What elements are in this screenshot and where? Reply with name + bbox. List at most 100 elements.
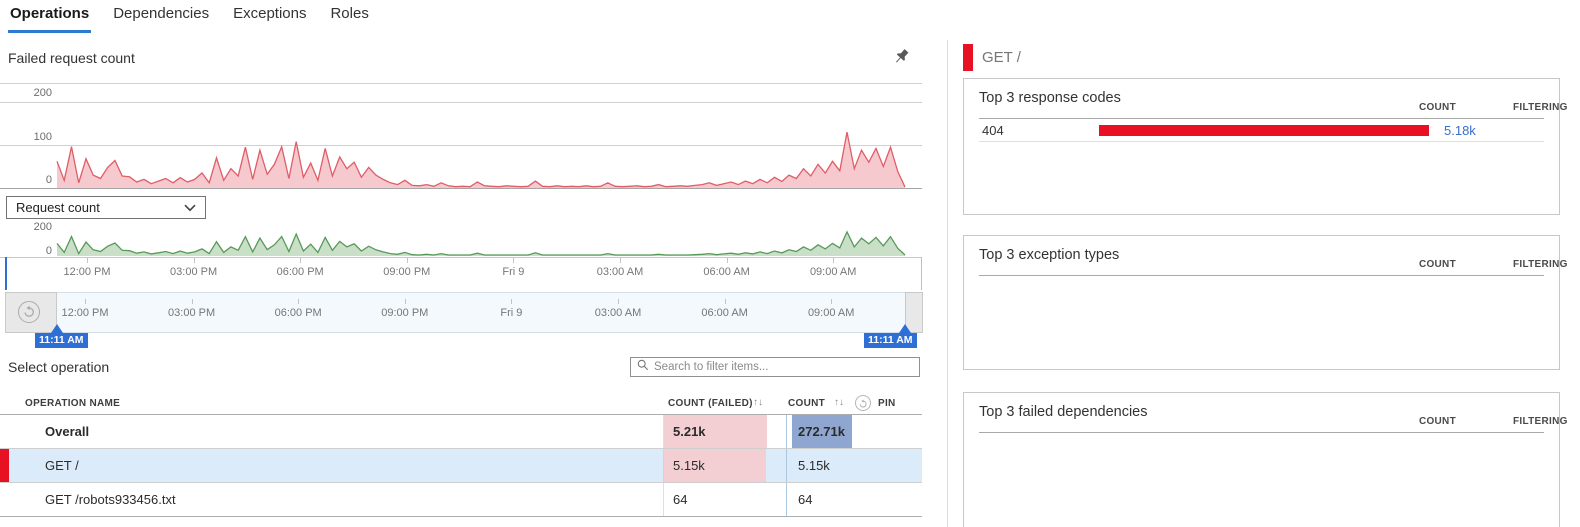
top-failed-dependencies-card: Top 3 failed dependencies COUNT FILTERING (963, 392, 1567, 527)
failed-count-value: 64 (673, 492, 688, 507)
y-axis-label: 0 (45, 174, 52, 186)
y-axis-label: 100 (33, 131, 52, 143)
operation-name: Overall (45, 424, 90, 439)
slider-right-handle[interactable] (905, 292, 923, 333)
x-tick-mark (406, 258, 408, 263)
x-tick-mark (85, 299, 86, 304)
reset-sort-icon[interactable] (855, 395, 871, 411)
count-cell: 5.15k (786, 449, 922, 482)
sort-icon[interactable]: ↑↓ (753, 397, 763, 408)
y-axis-label: 200 (33, 221, 52, 233)
card-row-bar (1099, 125, 1429, 136)
operation-name: GET / (45, 458, 79, 473)
sort-icon[interactable]: ↑↓ (834, 397, 844, 408)
x-tick-mark (511, 299, 513, 304)
failed-request-area-chart (56, 131, 906, 188)
x-tick-label: 09:00 AM (807, 307, 855, 319)
count-cell: 64 (786, 483, 922, 516)
x-tick-label: 06:00 AM (703, 266, 750, 278)
count-value: 272.71k (798, 424, 845, 439)
time-range-slider-track[interactable]: 12:00 PM 03:00 PM 06:00 PM 09:00 PM Fri 9 03:… (5, 292, 922, 333)
chevron-down-icon (184, 200, 196, 215)
x-tick-label: 06:00 PM (274, 307, 322, 319)
pin-icon[interactable] (888, 45, 914, 71)
y-axis-label: 0 (45, 245, 52, 257)
slider-end-marker[interactable] (899, 324, 911, 333)
col-header-pin[interactable]: PIN (878, 398, 896, 409)
search-input[interactable] (654, 361, 913, 373)
x-tick-label: 09:00 PM (383, 266, 431, 278)
gridline-100 (0, 145, 922, 146)
metric-dropdown[interactable]: Request count (6, 196, 206, 219)
card-filtering-header: FILTERING (1513, 102, 1568, 113)
card-header-divider (979, 118, 1544, 119)
y-axis-label: 200 (33, 87, 52, 99)
reset-zoom-icon[interactable] (18, 301, 40, 323)
card-row-label: 404 (982, 123, 1004, 138)
x-tick-label: 09:00 PM (381, 307, 429, 319)
slider-start-marker[interactable] (51, 324, 63, 333)
search-box (630, 357, 920, 377)
x-tick-mark (513, 258, 515, 263)
x-tick-label: 09:00 AM (809, 266, 857, 278)
table-row[interactable]: GET /robots933456.txt 64 64 (0, 483, 922, 517)
x-tick-mark (724, 299, 726, 304)
card-row-count[interactable]: 5.18k (1444, 123, 1476, 138)
tab-roles[interactable]: Roles (330, 5, 369, 22)
card-header-divider (979, 275, 1544, 276)
tab-bar: Operations Dependencies Exceptions Roles (8, 3, 371, 33)
chart-top-border (0, 83, 922, 84)
x-tick-mark (298, 299, 300, 304)
slider-start-time-badge[interactable]: 11:11 AM (35, 333, 88, 348)
card-count-header: COUNT (1418, 259, 1456, 270)
card-count-header: COUNT (1418, 102, 1456, 113)
count-bar (792, 415, 852, 448)
x-tick-label: 03:00 AM (594, 307, 642, 319)
card-filtering-header: FILTERING (1513, 416, 1568, 427)
x-tick-label: Fri 9 (500, 307, 523, 319)
request-count-area-chart (56, 230, 906, 256)
x-tick-mark (726, 258, 728, 263)
card-filtering-header: FILTERING (1513, 259, 1568, 270)
failed-count-bar (664, 415, 767, 448)
operations-table: Overall 5.21k 272.71k GET / 5.15k 5.15k GET /r… (0, 414, 922, 517)
x-tick-mark (300, 258, 302, 263)
x-tick-mark (831, 299, 833, 304)
x-tick-label: 03:00 PM (168, 307, 216, 319)
x-tick-mark (191, 299, 193, 304)
count-value: 64 (798, 492, 813, 507)
chart-title: Failed request count (8, 50, 135, 66)
col-header-count[interactable]: COUNT (788, 398, 826, 409)
table-row[interactable]: Overall 5.21k 272.71k (0, 415, 922, 449)
search-icon (637, 358, 649, 376)
tab-exceptions[interactable]: Exceptions (233, 5, 307, 22)
slider-end-time-badge[interactable]: 11:11 AM (864, 333, 917, 348)
x-tick-label: 12:00 PM (61, 307, 109, 319)
tab-operations[interactable]: Operations (8, 3, 92, 33)
table-row[interactable]: GET / 5.15k 5.15k (0, 449, 922, 483)
x-tick-mark (833, 258, 835, 263)
failed-count-value: 5.15k (673, 458, 705, 473)
top-response-codes-card: Top 3 response codes COUNT FILTERING 404 5.1… (963, 78, 1567, 215)
operation-name: GET /robots933456.txt (45, 492, 176, 507)
card-title: Top 3 exception types (979, 247, 1120, 263)
x-axis-strip: 12:00 PM 03:00 PM 06:00 PM 09:00 PM Fri 9 03:… (5, 257, 922, 290)
count-value: 5.15k (798, 458, 830, 473)
select-operation-label: Select operation (8, 359, 110, 375)
x-tick-label: 03:00 PM (170, 266, 218, 278)
x-tick-label: Fri 9 (502, 266, 525, 278)
count-failed-cell: 5.21k (663, 415, 786, 448)
x-axis-line (0, 257, 922, 258)
selected-operation-accent-bar (963, 44, 973, 71)
col-header-operation-name[interactable]: OPERATION NAME (25, 398, 121, 409)
count-failed-cell: 64 (663, 483, 786, 516)
card-row[interactable]: 404 5.18k (979, 119, 1544, 142)
failed-count-bar (664, 449, 766, 482)
card-title: Top 3 failed dependencies (979, 404, 1148, 420)
col-header-count-failed[interactable]: COUNT (FAILED) (668, 398, 753, 409)
card-header-divider (979, 432, 1544, 433)
x-tick-label: 06:00 PM (276, 266, 324, 278)
card-title: Top 3 response codes (979, 90, 1121, 106)
tab-dependencies[interactable]: Dependencies (113, 5, 210, 22)
x-tick-label: 12:00 PM (63, 266, 111, 278)
